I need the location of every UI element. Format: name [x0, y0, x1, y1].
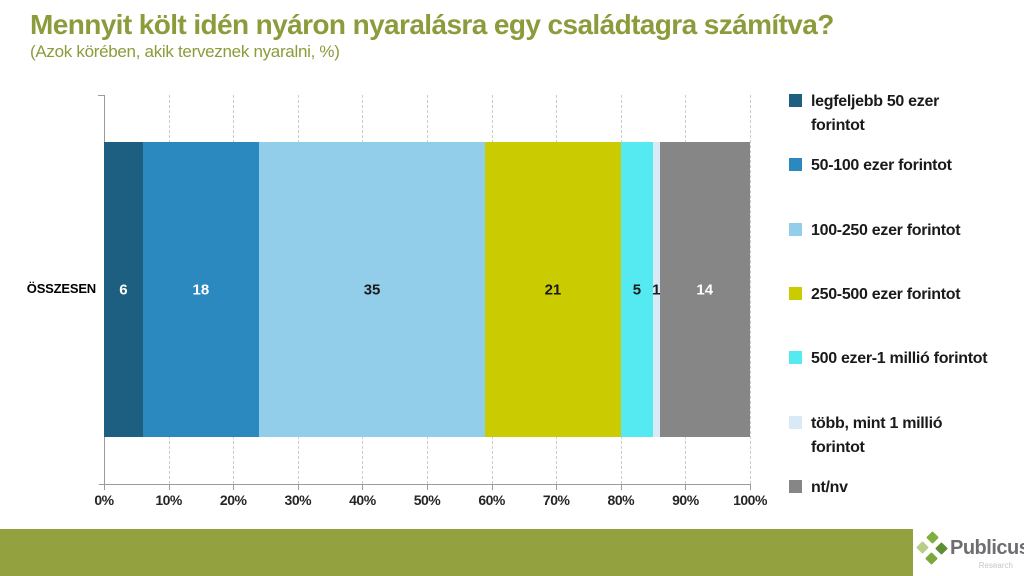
- legend-item: 100-250 ezer forintot: [789, 219, 961, 243]
- legend-item: 500 ezer-1 millió forintot: [789, 347, 988, 371]
- x-axis-tick-label: 90%: [672, 492, 699, 508]
- x-axis-tick: [168, 484, 170, 490]
- legend-marker-icon: [789, 158, 802, 171]
- x-axis-tick: [427, 484, 428, 490]
- legend-item: 50-100 ezer forintot: [789, 154, 952, 178]
- x-axis-tick: [556, 484, 558, 490]
- logo-brand-subtext: Research: [978, 561, 1013, 570]
- category-label: ÖSSZESEN: [26, 281, 96, 296]
- x-axis-tick-label: 100%: [733, 492, 767, 508]
- gridline: [750, 95, 751, 484]
- x-axis-tick-label: 10%: [155, 492, 182, 508]
- bar-segment: 21: [485, 142, 621, 437]
- x-axis-tick: [491, 484, 493, 490]
- footer-accent-bar: [0, 529, 913, 576]
- bar-segment-value: 18: [192, 281, 210, 298]
- legend-label: 250-500 ezer forintot: [811, 286, 961, 303]
- bar-segment-value: 6: [119, 281, 128, 298]
- x-axis-tick-label: 0%: [94, 492, 114, 508]
- legend-marker-icon: [789, 287, 802, 300]
- legend-item: 250-500 ezer forintot: [789, 283, 961, 307]
- logo-diamond-icon: [935, 542, 948, 555]
- bar-segment: 6: [104, 142, 143, 437]
- logo-diamond-icon: [916, 541, 929, 554]
- chart-subtitle: (Azok körében, akik terveznek nyaralni, …: [30, 42, 340, 61]
- legend-label: több, mint 1 millió forintot: [811, 415, 943, 456]
- legend-marker-icon: [789, 480, 802, 493]
- logo-brand-text: Publicus: [950, 537, 1024, 559]
- legend-label: nt/nv: [811, 479, 848, 496]
- bar-segment: 35: [259, 142, 486, 437]
- bar-segment: 14: [659, 142, 750, 437]
- x-axis-tick-label: 30%: [284, 492, 312, 508]
- publicus-logo: Publicus Research: [913, 525, 1024, 576]
- legend-label: 100-250 ezer forintot: [811, 222, 961, 239]
- x-axis-tick-label: 20%: [219, 492, 247, 508]
- x-axis-tick: [362, 484, 364, 490]
- x-axis-tick-label: 60%: [478, 492, 505, 508]
- x-axis-tick: [685, 484, 687, 490]
- x-axis-tick: [750, 484, 751, 490]
- x-axis-tick: [233, 484, 235, 490]
- legend-item: több, mint 1 millió forintot: [789, 412, 942, 460]
- logo-diamond-icon: [926, 531, 939, 544]
- x-axis-line: [99, 484, 751, 485]
- x-axis-tick-label: 70%: [542, 492, 570, 508]
- x-axis-tick: [620, 484, 622, 490]
- bar-segment-value: 5: [632, 281, 642, 298]
- x-axis-tick-label: 80%: [607, 492, 635, 508]
- x-axis-tick: [297, 484, 299, 490]
- legend-marker-icon: [789, 94, 802, 107]
- bar-segment-value: 35: [363, 281, 381, 298]
- legend-label: 50-100 ezer forintot: [811, 157, 952, 174]
- legend-item: legfeljebb 50 ezer forintot: [789, 90, 939, 138]
- bar-segment: 18: [142, 142, 260, 437]
- x-axis-tick: [104, 484, 105, 490]
- x-axis-tick-label: 50%: [413, 492, 441, 508]
- legend-label: legfeljebb 50 ezer forintot: [811, 93, 939, 134]
- bar-segment: 1: [652, 142, 661, 437]
- stacked-bar: 6 18 35 21 5 1 14: [104, 142, 750, 437]
- bar-segment-value: 1: [652, 281, 661, 298]
- legend-label: 500 ezer-1 millió forintot: [811, 350, 988, 367]
- bar-segment: 5: [620, 142, 654, 437]
- bar-segment-value: 21: [544, 281, 562, 298]
- legend-marker-icon: [789, 223, 802, 236]
- x-axis-tick-label: 40%: [349, 492, 376, 508]
- legend-marker-icon: [789, 351, 802, 364]
- y-axis-top-tick: [98, 95, 104, 96]
- chart-title: Mennyit költ idén nyáron nyaralásra egy …: [30, 9, 834, 40]
- legend-marker-icon: [789, 416, 802, 429]
- legend-item: nt/nv: [789, 476, 848, 500]
- bar-segment-value: 14: [696, 281, 714, 298]
